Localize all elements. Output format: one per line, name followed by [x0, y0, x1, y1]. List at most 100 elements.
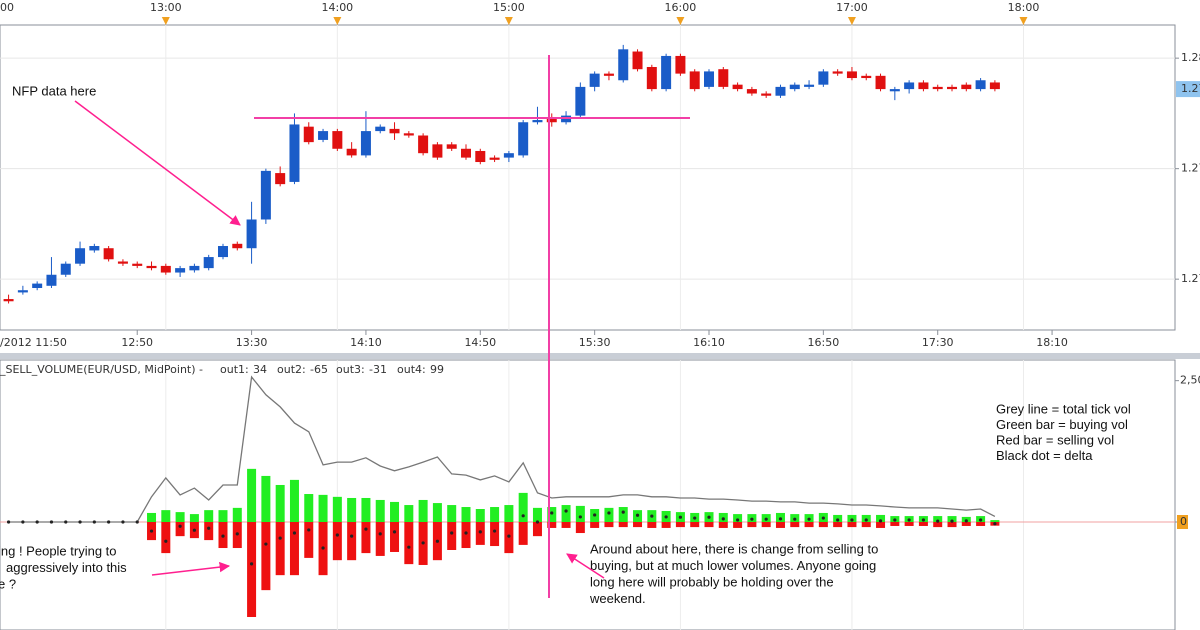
- delta-dot: [164, 539, 168, 543]
- delta-dot: [878, 519, 883, 523]
- delta-dot: [350, 534, 354, 538]
- delta-dot: [678, 515, 683, 519]
- volume-bar: [818, 522, 828, 528]
- volume-bar: [461, 507, 471, 523]
- delta-dot: [178, 524, 182, 528]
- volume-bar: [404, 522, 414, 565]
- y-tick-label: 1.27: [1181, 272, 1200, 285]
- delta-dot: [78, 520, 82, 524]
- volume-bar: [575, 505, 585, 523]
- x-tick-label: 15:30: [579, 336, 611, 349]
- delta-dot: [764, 517, 768, 521]
- time-marker: [333, 17, 342, 25]
- x-tick-label: /2012 11:50: [0, 336, 67, 349]
- delta-dot: [421, 541, 425, 545]
- candle-body: [160, 265, 171, 273]
- delta-dot: [693, 516, 697, 520]
- delta-dot: [321, 546, 325, 550]
- x-tick-label: 14:50: [464, 336, 496, 349]
- volume-bar: [790, 522, 800, 528]
- candle-body: [846, 71, 857, 79]
- panel-separator: [0, 353, 1200, 359]
- x-tick-label-top: 00: [0, 1, 14, 14]
- candle-body: [989, 82, 1000, 90]
- volume-bar: [518, 522, 528, 545]
- candle-body: [875, 75, 886, 90]
- delta-dot: [21, 520, 25, 524]
- candle-body: [117, 261, 128, 264]
- delta-dot: [335, 533, 339, 537]
- annotation-arrow: [566, 553, 605, 579]
- delta-dot: [278, 536, 282, 540]
- delta-dot: [793, 517, 797, 521]
- delta-dot: [121, 520, 125, 524]
- key-line: Green bar = buying vol: [996, 417, 1128, 432]
- candle-body: [375, 126, 386, 132]
- delta-dot: [492, 529, 497, 533]
- delta-dot: [978, 518, 983, 522]
- indicator-title: _SELL_VOLUME(EUR/USD, MidPoint) -: [0, 363, 203, 376]
- candle-body: [761, 93, 772, 96]
- candle-body: [661, 55, 672, 90]
- volume-bar: [304, 522, 314, 558]
- delta-dot: [478, 530, 482, 534]
- delta-dot: [593, 513, 597, 517]
- candle-body: [46, 274, 57, 286]
- volume-bar: [861, 522, 871, 528]
- volume-bar: [990, 520, 1000, 523]
- candle-body: [60, 263, 71, 275]
- x-tick-label-top: 18:00: [1008, 1, 1040, 14]
- candle-body: [146, 265, 157, 269]
- tick-volume-line: [8, 375, 996, 523]
- delta-dot: [64, 520, 68, 524]
- volume-bar: [618, 507, 628, 523]
- volume-panel: [0, 359, 1176, 630]
- volume-bar: [447, 522, 457, 550]
- note-line: long here will probably be holding over …: [590, 574, 834, 589]
- volume-bar: [447, 505, 457, 523]
- legend-name: out1:: [220, 363, 249, 376]
- volume-bar: [347, 497, 357, 523]
- candle-body: [503, 153, 514, 158]
- x-tick-label: 12:50: [121, 336, 153, 349]
- delta-dot: [750, 517, 754, 521]
- zero-label-box: [1177, 515, 1188, 530]
- candle-body: [675, 55, 686, 74]
- volume-bar: [890, 522, 900, 526]
- delta-dot: [464, 531, 468, 535]
- delta-dot: [778, 517, 783, 521]
- delta-dot: [550, 511, 554, 515]
- y-tick-label: 0: [1180, 515, 1187, 528]
- candle-body: [546, 117, 557, 123]
- volume-bar: [175, 512, 185, 523]
- candle-body: [189, 265, 200, 271]
- volume-bar: [675, 522, 685, 528]
- delta-dot: [735, 518, 740, 522]
- volume-bar: [189, 514, 199, 523]
- volume-bar: [647, 522, 657, 528]
- volume-bar: [261, 522, 271, 591]
- candle-body: [318, 131, 329, 140]
- volume-bar: [575, 522, 585, 534]
- delta-dot: [221, 534, 225, 538]
- candle-body: [260, 170, 271, 220]
- delta-dot: [607, 511, 611, 515]
- candle-body: [732, 84, 743, 90]
- volume-bar: [733, 522, 743, 528]
- volume-bar: [175, 522, 185, 537]
- volume-bar: [532, 507, 542, 523]
- x-tick-label-top: 17:00: [836, 1, 868, 14]
- delta-dot: [964, 519, 968, 523]
- volume-bar: [161, 510, 171, 523]
- key-line: Red bar = selling vol: [996, 432, 1114, 447]
- price-marker-box: [1176, 81, 1200, 98]
- volume-bar: [361, 522, 371, 554]
- volume-bar: [847, 522, 857, 528]
- x-tick-label: 14:10: [350, 336, 382, 349]
- volume-bar: [561, 505, 571, 523]
- x-tick-label-top: 16:00: [665, 1, 697, 14]
- delta-dot: [836, 518, 840, 522]
- candle-body: [303, 126, 314, 143]
- annotation-arrow: [151, 561, 231, 576]
